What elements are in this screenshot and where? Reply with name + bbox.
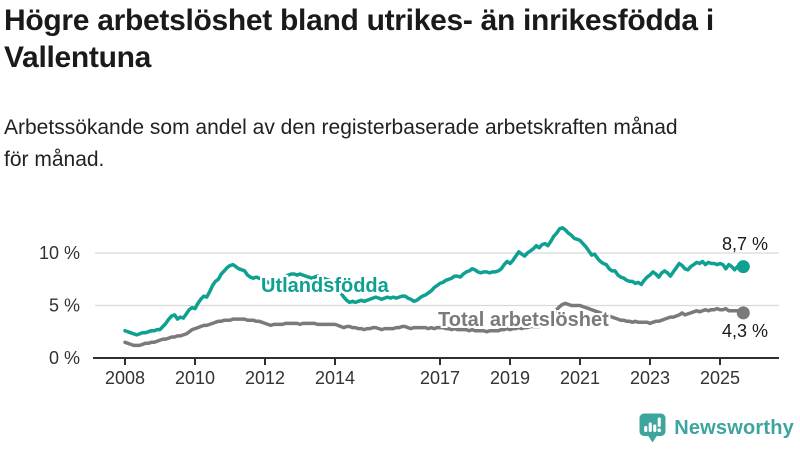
x-axis-label-2021: 2021 <box>560 368 600 388</box>
x-axis-label-2023: 2023 <box>630 368 670 388</box>
x-axis-label-2008: 2008 <box>105 368 145 388</box>
y-axis-label-10: 10 % <box>39 243 80 263</box>
series-line-total <box>123 301 746 348</box>
end-value-label-utlandsfodda: 8,7 % <box>721 234 768 254</box>
x-axis-label-2025: 2025 <box>700 368 740 388</box>
x-axis-label-2019: 2019 <box>490 368 530 388</box>
x-axis-label-2012: 2012 <box>245 368 285 388</box>
newsworthy-logo: Newsworthy <box>639 413 794 444</box>
chart-title: Högre arbetslöshet bland utrikes- än inr… <box>4 4 714 74</box>
y-axis-label-5: 5 % <box>49 296 80 316</box>
series-label-total-arbetsloshet: Total arbetslöshet <box>438 309 609 331</box>
newsworthy-logo-text: Newsworthy <box>674 417 794 439</box>
y-axis-label-0: 0 % <box>49 348 80 368</box>
series-label-utlandsfodda: Utlandsfödda <box>261 275 389 297</box>
chart-subtitle: Arbetssökande som andel av den registerb… <box>4 116 678 171</box>
series-end-dot-total <box>736 306 750 320</box>
series-line-utlandsfodda <box>123 226 746 337</box>
end-value-label-total: 4,3 % <box>721 321 768 341</box>
x-axis-label-2010: 2010 <box>175 368 215 388</box>
bar-chart-speech-bubble-icon <box>639 413 666 443</box>
series-end-dot-utlandsfodda <box>736 260 750 274</box>
x-axis-label-2017: 2017 <box>420 368 460 388</box>
x-axis-label-2014: 2014 <box>315 368 355 388</box>
